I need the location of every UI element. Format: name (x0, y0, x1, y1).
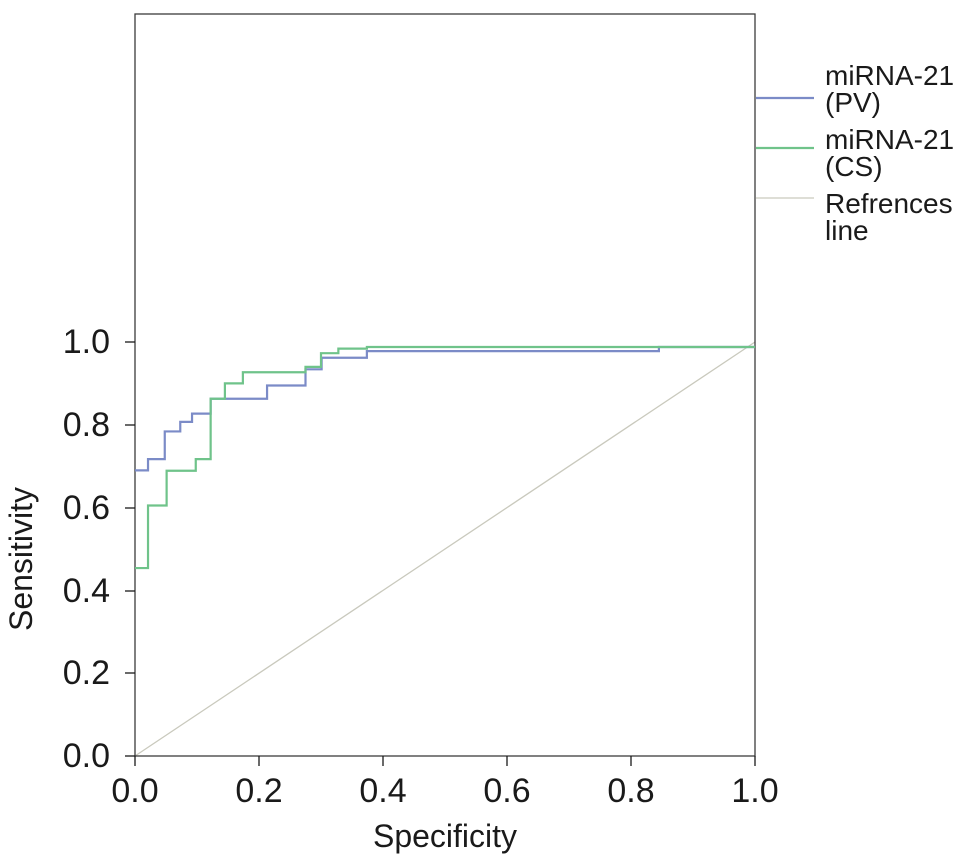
svg-text:0.6: 0.6 (483, 772, 530, 810)
svg-text:0.8: 0.8 (63, 406, 110, 444)
svg-text:(PV): (PV) (825, 87, 881, 118)
svg-text:Sensitivity: Sensitivity (3, 487, 39, 631)
svg-text:1.0: 1.0 (731, 772, 778, 810)
svg-text:0.0: 0.0 (111, 772, 158, 810)
svg-text:line: line (825, 215, 869, 246)
svg-text:0.6: 0.6 (63, 489, 110, 527)
svg-text:0.4: 0.4 (359, 772, 406, 810)
svg-text:0.8: 0.8 (607, 772, 654, 810)
svg-text:1.0: 1.0 (63, 323, 110, 361)
svg-text:0.2: 0.2 (63, 654, 110, 692)
svg-text:(CS): (CS) (825, 151, 883, 182)
svg-text:0.2: 0.2 (235, 772, 282, 810)
svg-text:Specificity: Specificity (373, 818, 517, 854)
svg-text:0.4: 0.4 (63, 572, 110, 610)
svg-text:0.0: 0.0 (63, 737, 110, 775)
